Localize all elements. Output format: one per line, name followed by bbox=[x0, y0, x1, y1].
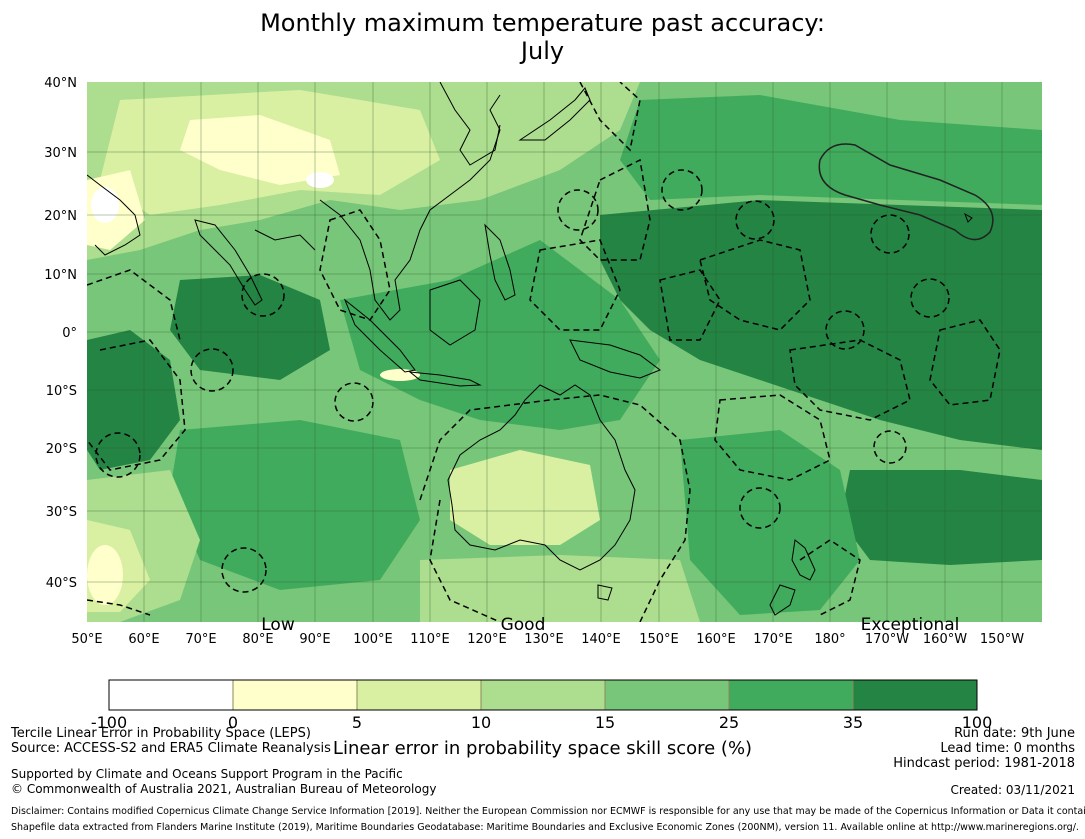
lon-label: 180° bbox=[814, 632, 845, 647]
chart-title-line2: July bbox=[520, 37, 565, 65]
colorbar: -100 0 5 10 15 25 35 100 bbox=[91, 679, 993, 732]
coastline-japan bbox=[518, 87, 591, 141]
lat-label: 10°S bbox=[46, 384, 77, 399]
category-label-good: Good bbox=[501, 615, 546, 635]
lat-label: 30°N bbox=[44, 146, 77, 161]
skill-region-exceptional-indian-2 bbox=[170, 275, 330, 380]
colorbar-swatch bbox=[109, 680, 233, 710]
colorbar-tick-label: 100 bbox=[962, 713, 993, 732]
longitude-labels: 50°E 60°E 70°E 80°E 90°E 100°E 110°E 120… bbox=[71, 632, 1024, 647]
lat-label: 40°N bbox=[44, 76, 77, 91]
coastlines bbox=[87, 82, 973, 616]
category-label-exceptional: Exceptional bbox=[861, 615, 960, 635]
colorbar-tick-label: 10 bbox=[471, 713, 491, 732]
footer-hindcast: Hindcast period: 1981-2018 bbox=[893, 756, 1075, 771]
lon-label: 70°E bbox=[185, 632, 216, 647]
colorbar-swatch bbox=[729, 680, 853, 710]
colorbar-tick-label: 25 bbox=[719, 713, 739, 732]
coastline-india bbox=[194, 219, 316, 306]
colorbar-tick-label: 15 bbox=[595, 713, 615, 732]
coastline-arabia bbox=[87, 174, 141, 256]
footer-disclaimer: Disclaimer: Contains modified Copernicus… bbox=[11, 806, 1085, 817]
footer-lead-time: Lead time: 0 months bbox=[940, 741, 1075, 756]
lon-label: 170°E bbox=[753, 632, 793, 647]
lat-label: 20°N bbox=[44, 209, 77, 224]
skill-region-good-australia-interior bbox=[450, 450, 600, 545]
lon-label: 100°E bbox=[353, 632, 393, 647]
footer-source: Source: ACCESS-S2 and ERA5 Climate Reana… bbox=[11, 741, 331, 756]
colorbar-swatch bbox=[605, 680, 729, 710]
footer-copyright: © Commonwealth of Australia 2021, Austra… bbox=[11, 782, 437, 796]
coastline-java bbox=[408, 371, 482, 387]
lon-label: 160°W bbox=[923, 632, 967, 647]
lon-label: 130°E bbox=[524, 632, 564, 647]
colorbar-axis-label: Linear error in probability space skill … bbox=[332, 738, 753, 759]
skill-region-exceptional-pacific bbox=[600, 200, 1042, 450]
colorbar-swatch bbox=[357, 680, 481, 710]
skill-region-none-tibet bbox=[306, 172, 334, 188]
footer-method: Tercile Linear Error in Probability Spac… bbox=[11, 726, 311, 741]
coastline-korea-china bbox=[439, 82, 501, 166]
skill-region-high-indian-south bbox=[170, 420, 420, 590]
skill-region-exceptional-south bbox=[840, 470, 1042, 565]
lat-label: 30°S bbox=[46, 505, 77, 520]
lat-label: 40°S bbox=[46, 576, 77, 591]
footer-run-date: Run date: 9th June bbox=[954, 726, 1075, 741]
colorbar-swatch bbox=[481, 680, 605, 710]
colorbar-swatch bbox=[853, 680, 977, 710]
skill-region-high-north-pacific bbox=[620, 95, 1042, 205]
lon-label: 110°E bbox=[410, 632, 450, 647]
lon-label: 150°W bbox=[980, 632, 1024, 647]
colorbar-tick-label: 35 bbox=[843, 713, 863, 732]
coastline-australia bbox=[447, 384, 636, 571]
lon-label: 170°W bbox=[865, 632, 909, 647]
colorbar-tick-label: 0 bbox=[228, 713, 238, 732]
skill-region-low-himalaya bbox=[180, 115, 340, 185]
coastline-new-zealand bbox=[769, 539, 816, 616]
footer-shapefile-credit: Shapefile data extracted from Flanders M… bbox=[11, 822, 1079, 833]
coastline-philippines bbox=[484, 223, 516, 301]
coastline-new-guinea bbox=[569, 339, 662, 379]
lon-label: 120°E bbox=[467, 632, 507, 647]
footer-created: Created: 03/11/2021 bbox=[950, 783, 1075, 797]
lat-label: 10°N bbox=[44, 268, 77, 283]
lon-label: 90°E bbox=[299, 632, 330, 647]
lat-label: 0° bbox=[62, 326, 77, 341]
lat-label: 20°S bbox=[46, 442, 77, 457]
colorbar-swatch bbox=[233, 680, 357, 710]
coastline-hawaii bbox=[964, 212, 973, 223]
lon-label: 50°E bbox=[71, 632, 102, 647]
skill-region-high-tasman bbox=[680, 430, 860, 615]
lon-label: 150°E bbox=[639, 632, 679, 647]
lon-label: 160°E bbox=[696, 632, 736, 647]
skill-region-moderate-south bbox=[420, 555, 700, 622]
footer-supported: Supported by Climate and Oceans Support … bbox=[11, 767, 403, 781]
lon-label: 80°E bbox=[242, 632, 273, 647]
colorbar-frame bbox=[108, 679, 978, 711]
chart-title-line1: Monthly maximum temperature past accurac… bbox=[260, 9, 825, 37]
category-label-low: Low bbox=[261, 615, 295, 635]
protected-area-boundary bbox=[818, 143, 994, 241]
latitude-labels: 40°N 30°N 20°N 10°N 0° 10°S 20°S 30°S 40… bbox=[44, 76, 77, 591]
colorbar-tick-label: -100 bbox=[91, 713, 127, 732]
eez-boundaries bbox=[87, 82, 1001, 622]
coastline-borneo bbox=[429, 279, 481, 346]
coastline-sumatra bbox=[343, 298, 416, 373]
map-area bbox=[87, 82, 1042, 622]
skill-region-none-arabia bbox=[91, 187, 119, 223]
skill-region-high-central bbox=[340, 240, 660, 430]
skill-region-low-southwest bbox=[87, 545, 123, 605]
coastline-tasmania bbox=[597, 584, 613, 601]
lon-label: 60°E bbox=[128, 632, 159, 647]
lon-label: 140°E bbox=[581, 632, 621, 647]
colorbar-tick-label: 5 bbox=[352, 713, 362, 732]
coastline-se-asia bbox=[319, 94, 501, 321]
map-gridlines bbox=[87, 82, 1042, 622]
